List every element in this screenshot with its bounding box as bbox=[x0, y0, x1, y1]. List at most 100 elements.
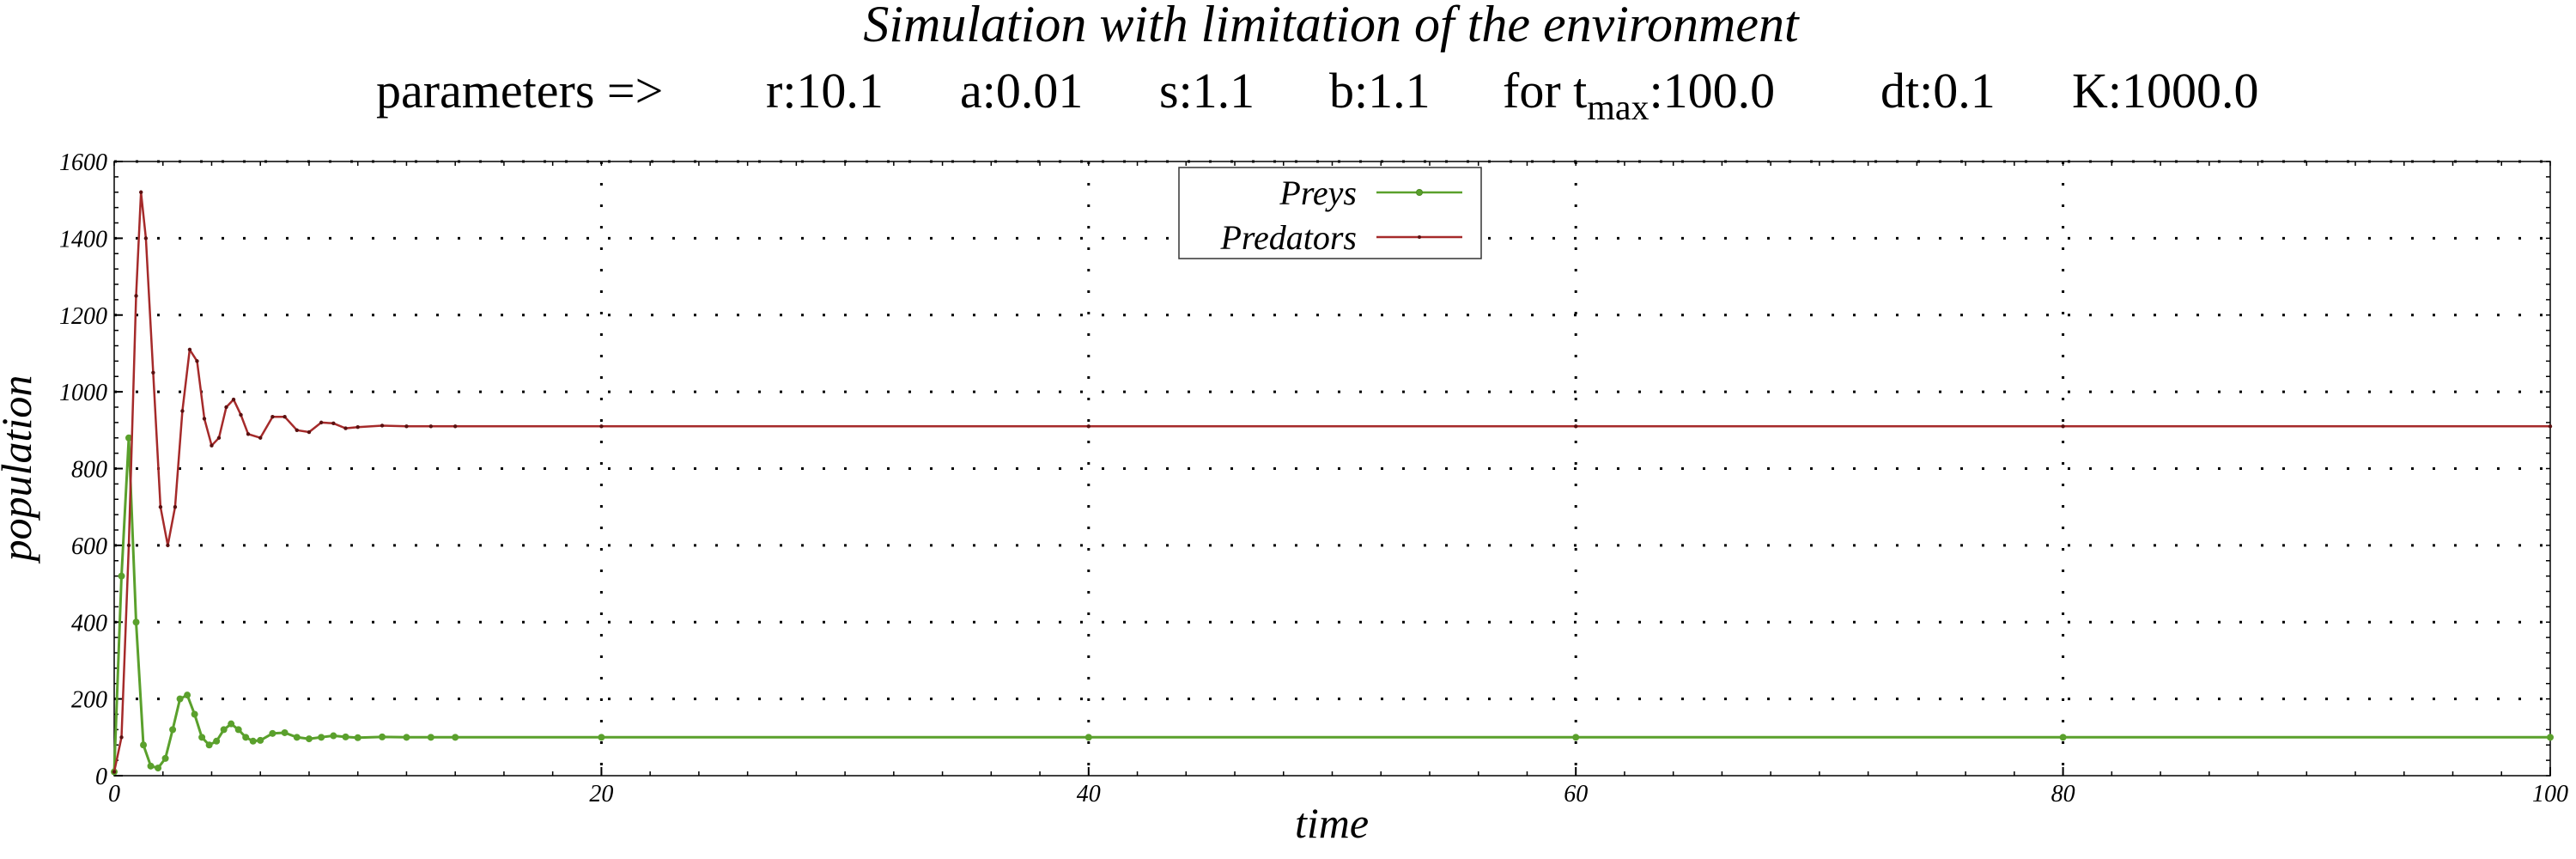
y-tick-label-1200: 1200 bbox=[59, 303, 107, 330]
parameters-line: parameters => r:10.1 a:0.01 s:1.1 b:1.1 … bbox=[376, 63, 2259, 128]
data-point-predators bbox=[126, 543, 131, 548]
series-predators bbox=[112, 190, 2553, 774]
data-point-predators bbox=[343, 426, 348, 430]
data-point-predators bbox=[270, 414, 275, 419]
data-point-preys bbox=[213, 737, 221, 745]
y-tick-label-800: 800 bbox=[71, 457, 107, 484]
data-point-preys bbox=[342, 733, 349, 740]
data-point-preys bbox=[205, 741, 213, 749]
data-point-preys bbox=[198, 734, 206, 741]
legend-label-predators: Predators bbox=[1219, 218, 1357, 257]
data-point-predators bbox=[195, 359, 199, 363]
plot-area: 0 20 40 60 80 100 0 200 400 600 800 1000 1200 1400 16… bbox=[59, 149, 2568, 807]
data-point-preys bbox=[132, 618, 140, 626]
parameter-b: b:1.1 bbox=[1329, 63, 1431, 119]
data-point-preys bbox=[191, 710, 198, 718]
data-point-predators bbox=[202, 417, 207, 421]
data-point-predators bbox=[404, 424, 409, 429]
data-point-preys bbox=[234, 726, 242, 734]
data-point-preys bbox=[169, 726, 177, 734]
data-point-predators bbox=[210, 443, 214, 448]
data-point-predators bbox=[307, 430, 312, 435]
data-point-predators bbox=[1574, 424, 1578, 429]
data-point-preys bbox=[220, 726, 228, 734]
y-tick-label-600: 600 bbox=[71, 533, 107, 560]
y-tick-label-400: 400 bbox=[71, 610, 107, 637]
data-point-preys bbox=[257, 736, 264, 744]
data-point-predators bbox=[166, 543, 170, 548]
data-point-predators bbox=[258, 436, 263, 440]
y-tick-label-0: 0 bbox=[95, 764, 107, 790]
legend-marker-predators bbox=[1418, 235, 1421, 239]
chart-title: Simulation with limitation of the enviro… bbox=[863, 0, 1800, 52]
data-point-preys bbox=[330, 732, 337, 740]
x-tick-label-40: 40 bbox=[1077, 781, 1101, 807]
parameter-K: K:1000.0 bbox=[2072, 63, 2259, 119]
data-point-preys bbox=[228, 720, 235, 728]
data-point-preys bbox=[305, 735, 313, 743]
data-point-preys bbox=[125, 434, 133, 442]
data-point-predators bbox=[112, 770, 117, 774]
y-axis-label: population bbox=[0, 375, 40, 564]
data-point-predators bbox=[239, 412, 243, 417]
data-point-predators bbox=[380, 423, 385, 428]
data-point-predators bbox=[295, 428, 299, 433]
data-point-predators bbox=[1086, 424, 1091, 429]
legend: Preys Predators bbox=[1178, 167, 1482, 259]
data-point-predators bbox=[224, 405, 228, 410]
data-point-predators bbox=[119, 735, 124, 740]
data-point-preys bbox=[147, 762, 155, 770]
data-point-preys bbox=[269, 729, 276, 737]
parameters-prefix: parameters => bbox=[376, 63, 663, 119]
parameter-s: s:1.1 bbox=[1159, 63, 1255, 119]
data-point-preys bbox=[161, 754, 169, 762]
data-point-predators bbox=[231, 397, 236, 402]
data-point-predators bbox=[599, 424, 604, 429]
y-tick-label-1400: 1400 bbox=[59, 226, 107, 253]
data-point-preys bbox=[354, 734, 361, 741]
data-point-predators bbox=[246, 432, 251, 436]
data-point-predators bbox=[453, 424, 458, 429]
data-point-preys bbox=[242, 734, 250, 741]
y-tick-label-1600: 1600 bbox=[59, 149, 107, 176]
data-point-preys bbox=[427, 734, 434, 741]
series-line-preys bbox=[112, 436, 2550, 772]
data-point-predators bbox=[428, 424, 434, 429]
data-point-preys bbox=[281, 728, 289, 736]
data-point-preys bbox=[403, 734, 410, 741]
y-axis-ticks: 0 200 400 600 800 1000 1200 1400 1600 bbox=[59, 149, 2550, 790]
data-point-preys bbox=[155, 765, 162, 772]
data-point-preys bbox=[1084, 734, 1092, 741]
data-point-preys bbox=[184, 691, 191, 699]
x-tick-label-100: 100 bbox=[2532, 781, 2568, 807]
legend-marker-preys bbox=[1416, 189, 1423, 196]
data-point-preys bbox=[1572, 734, 1580, 741]
parameter-tmax-value: :100.0 bbox=[1649, 63, 1776, 119]
x-axis-ticks: 0 20 40 60 80 100 bbox=[108, 161, 2568, 807]
data-point-preys bbox=[293, 734, 301, 741]
x-tick-label-80: 80 bbox=[2051, 781, 2075, 807]
data-point-predators bbox=[180, 409, 185, 413]
data-point-preys bbox=[2059, 734, 2067, 741]
parameter-dt: dt:0.1 bbox=[1880, 63, 1996, 119]
data-point-predators bbox=[283, 414, 287, 419]
data-point-predators bbox=[151, 370, 155, 375]
parameter-tmax-prefix: for t bbox=[1503, 63, 1587, 119]
series-preys bbox=[111, 434, 2554, 776]
data-point-preys bbox=[2547, 734, 2554, 741]
legend-box bbox=[1178, 167, 1482, 259]
data-point-predators bbox=[2061, 424, 2065, 429]
data-point-predators bbox=[355, 425, 360, 430]
x-axis-label: time bbox=[1295, 799, 1369, 847]
data-point-predators bbox=[173, 504, 178, 509]
data-point-preys bbox=[118, 572, 125, 580]
y-tick-label-1000: 1000 bbox=[59, 380, 107, 406]
data-point-preys bbox=[379, 733, 386, 740]
parameter-a: a:0.01 bbox=[960, 63, 1083, 119]
data-point-predators bbox=[139, 190, 143, 194]
parameter-tmax: for tmax:100.0 bbox=[1503, 63, 1775, 128]
parameter-r: r:10.1 bbox=[766, 63, 884, 119]
parameter-tmax-sub: max bbox=[1587, 88, 1649, 128]
data-point-preys bbox=[318, 734, 325, 741]
